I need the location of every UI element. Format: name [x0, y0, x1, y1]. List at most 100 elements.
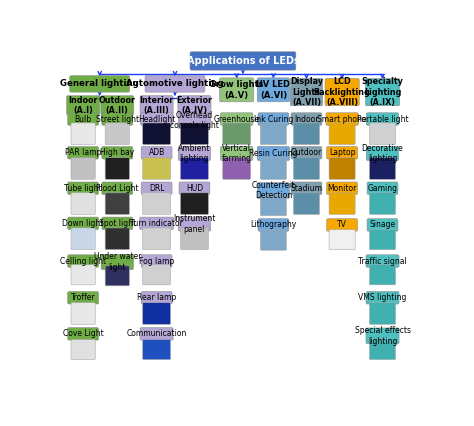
FancyBboxPatch shape	[293, 123, 319, 144]
FancyBboxPatch shape	[71, 193, 95, 214]
FancyBboxPatch shape	[291, 182, 322, 194]
Text: Smart phone: Smart phone	[318, 115, 367, 124]
FancyBboxPatch shape	[293, 158, 319, 179]
FancyBboxPatch shape	[102, 113, 133, 125]
FancyBboxPatch shape	[178, 96, 211, 115]
FancyBboxPatch shape	[293, 193, 319, 214]
Text: Rear lamp: Rear lamp	[137, 293, 176, 302]
Text: Interior
(A.III): Interior (A.III)	[139, 95, 174, 115]
Text: Special effects
lighting: Special effects lighting	[355, 326, 410, 345]
FancyBboxPatch shape	[367, 219, 398, 231]
Text: LCD
Backlighting
(A.VIII): LCD Backlighting (A.VIII)	[314, 77, 371, 107]
FancyBboxPatch shape	[260, 229, 286, 250]
FancyBboxPatch shape	[71, 123, 95, 144]
Text: Specialty
Lighting
(A.IX): Specialty Lighting (A.IX)	[362, 77, 403, 107]
FancyBboxPatch shape	[219, 78, 254, 102]
Text: Street light: Street light	[96, 115, 139, 124]
FancyBboxPatch shape	[365, 78, 400, 106]
FancyBboxPatch shape	[223, 158, 251, 179]
FancyBboxPatch shape	[140, 113, 173, 125]
FancyBboxPatch shape	[178, 217, 210, 231]
Text: Gaming: Gaming	[367, 184, 398, 193]
Text: Greenhouse: Greenhouse	[214, 115, 260, 124]
Text: Resin Curing: Resin Curing	[249, 149, 298, 158]
FancyBboxPatch shape	[145, 76, 205, 92]
Text: Troffer: Troffer	[71, 293, 95, 302]
Text: Sinage: Sinage	[369, 221, 396, 230]
Text: ADB: ADB	[148, 148, 165, 157]
FancyBboxPatch shape	[260, 158, 286, 179]
FancyBboxPatch shape	[190, 52, 296, 70]
FancyBboxPatch shape	[140, 328, 173, 340]
FancyBboxPatch shape	[366, 291, 399, 304]
Text: Applications of LEDs: Applications of LEDs	[187, 56, 299, 66]
Text: Stadium: Stadium	[291, 184, 322, 193]
FancyBboxPatch shape	[291, 147, 322, 159]
FancyBboxPatch shape	[68, 147, 99, 159]
FancyBboxPatch shape	[327, 182, 357, 194]
FancyBboxPatch shape	[105, 228, 129, 250]
FancyBboxPatch shape	[71, 303, 95, 324]
FancyBboxPatch shape	[105, 193, 129, 214]
FancyBboxPatch shape	[369, 193, 396, 214]
Text: Lithography: Lithography	[250, 221, 297, 230]
FancyBboxPatch shape	[369, 158, 396, 179]
Text: Under water
light: Under water light	[93, 252, 141, 272]
FancyBboxPatch shape	[223, 123, 251, 144]
FancyBboxPatch shape	[367, 182, 398, 194]
FancyBboxPatch shape	[71, 340, 95, 360]
Text: Automotive lighting: Automotive lighting	[126, 79, 224, 89]
FancyBboxPatch shape	[327, 219, 357, 231]
FancyBboxPatch shape	[143, 123, 171, 144]
Text: DRL: DRL	[149, 184, 164, 193]
Text: Cove Light: Cove Light	[63, 329, 103, 338]
FancyBboxPatch shape	[290, 78, 323, 106]
Text: Communication: Communication	[127, 329, 187, 338]
FancyBboxPatch shape	[141, 255, 172, 267]
Text: Monitor: Monitor	[328, 184, 357, 193]
FancyBboxPatch shape	[68, 255, 99, 267]
FancyBboxPatch shape	[143, 158, 171, 179]
FancyBboxPatch shape	[141, 182, 172, 194]
FancyBboxPatch shape	[143, 228, 171, 250]
FancyBboxPatch shape	[326, 113, 358, 125]
Text: Counterfeit
Detection: Counterfeit Detection	[252, 181, 295, 200]
FancyBboxPatch shape	[366, 255, 399, 267]
FancyBboxPatch shape	[105, 123, 129, 144]
FancyBboxPatch shape	[140, 96, 173, 115]
Text: Instrument
panel: Instrument panel	[173, 214, 216, 234]
FancyBboxPatch shape	[181, 193, 209, 214]
FancyBboxPatch shape	[71, 228, 95, 250]
Text: Headlight: Headlight	[138, 115, 175, 124]
FancyBboxPatch shape	[141, 147, 172, 159]
FancyBboxPatch shape	[140, 217, 173, 230]
Text: Outdoor: Outdoor	[291, 148, 322, 157]
Text: Portable light: Portable light	[357, 115, 408, 124]
FancyBboxPatch shape	[68, 182, 99, 194]
FancyBboxPatch shape	[178, 113, 210, 129]
FancyBboxPatch shape	[68, 328, 99, 340]
FancyBboxPatch shape	[68, 291, 99, 304]
FancyBboxPatch shape	[71, 158, 95, 179]
Text: Vertical
farming: Vertical farming	[222, 144, 252, 163]
FancyBboxPatch shape	[101, 254, 134, 270]
FancyBboxPatch shape	[105, 266, 129, 286]
Text: General lighting: General lighting	[60, 79, 139, 89]
Text: Indoor
(A.I): Indoor (A.I)	[68, 95, 98, 115]
FancyBboxPatch shape	[366, 113, 399, 125]
FancyBboxPatch shape	[181, 123, 209, 144]
FancyBboxPatch shape	[329, 123, 355, 144]
FancyBboxPatch shape	[257, 78, 290, 102]
FancyBboxPatch shape	[366, 147, 399, 161]
FancyBboxPatch shape	[369, 303, 396, 324]
FancyBboxPatch shape	[260, 195, 286, 216]
FancyBboxPatch shape	[70, 76, 129, 92]
Text: Turn indicator: Turn indicator	[130, 219, 183, 228]
FancyBboxPatch shape	[143, 340, 171, 360]
FancyBboxPatch shape	[71, 265, 95, 285]
FancyBboxPatch shape	[369, 340, 396, 360]
FancyBboxPatch shape	[102, 182, 133, 194]
Text: Down light: Down light	[63, 219, 104, 228]
FancyBboxPatch shape	[257, 147, 290, 161]
FancyBboxPatch shape	[141, 291, 172, 304]
